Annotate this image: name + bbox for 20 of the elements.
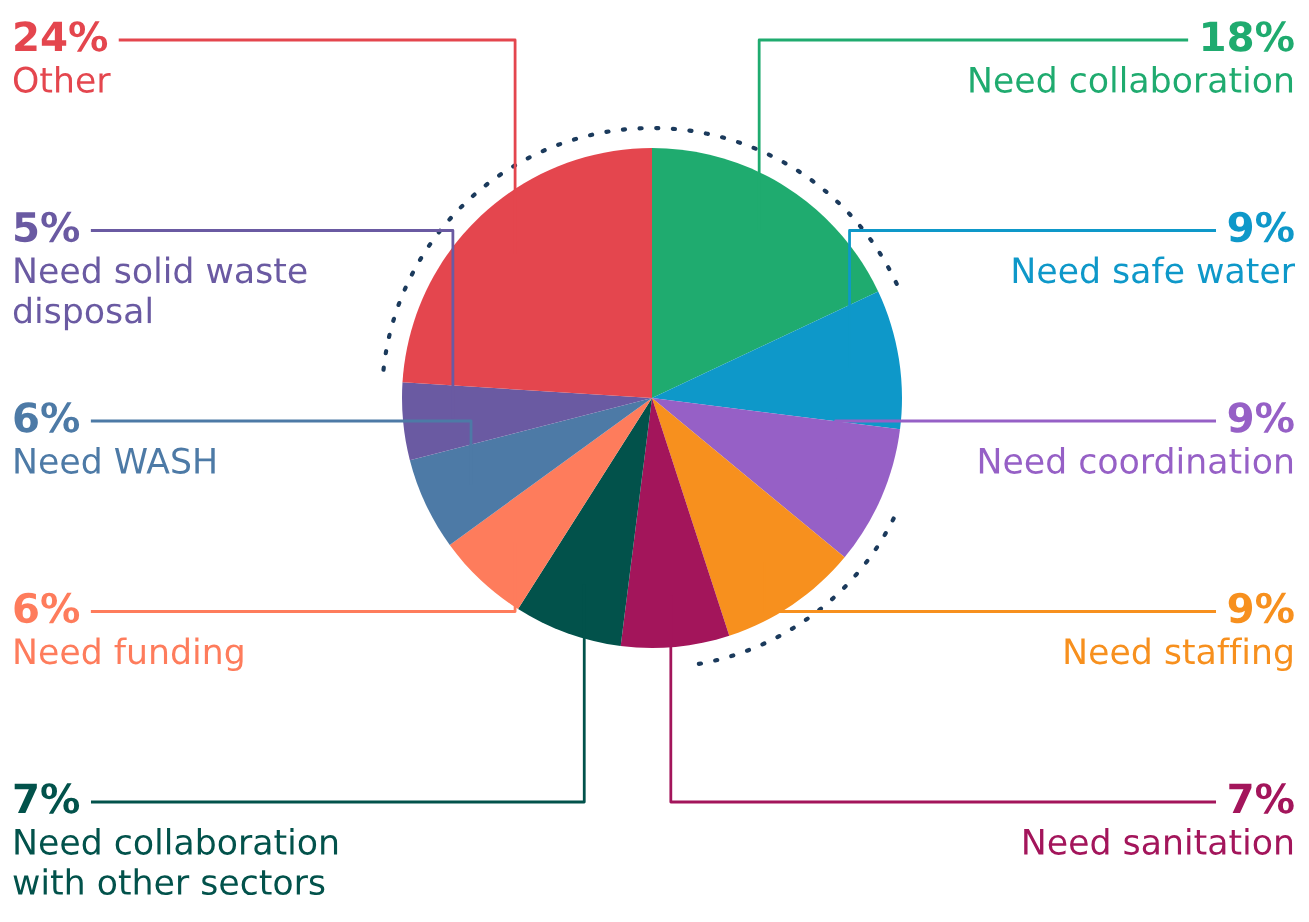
slice-label: Need funding — [15, 637, 243, 672]
data-label: 6% — [14, 592, 80, 624]
slice-label: Need collaboration — [970, 66, 1293, 93]
slice-label: Need sanitation — [1024, 828, 1293, 855]
data-label: 9% — [1228, 592, 1294, 624]
data-label: 9% — [1228, 402, 1294, 433]
slice-label: Other — [13, 66, 111, 93]
slice-label: Need coordination — [979, 447, 1293, 474]
slice-label: Need staffing — [1065, 637, 1292, 672]
data-label: 9% — [1228, 211, 1294, 243]
slice-label: Need WASH — [15, 447, 215, 474]
data-label: 24% — [15, 21, 108, 52]
data-label: 7% — [1229, 783, 1294, 814]
data-label: 5% — [15, 211, 80, 243]
data-label: 18% — [1203, 21, 1294, 52]
data-label: 7% — [14, 783, 80, 814]
slice-label: Need collaboration with other sectors — [13, 828, 338, 896]
slice-label: Need solid waste disposal — [13, 256, 307, 331]
data-label: 6% — [14, 402, 80, 433]
slice-label: Need safe water — [1013, 256, 1295, 284]
